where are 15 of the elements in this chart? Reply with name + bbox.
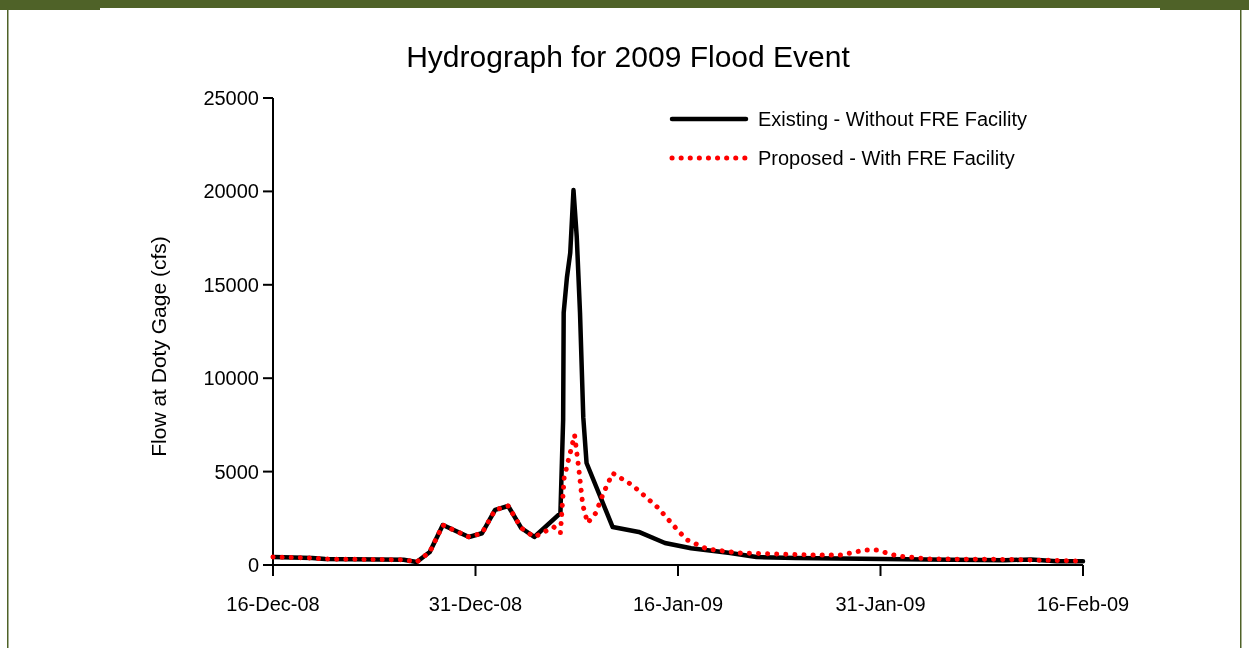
chart-title: Hydrograph for 2009 Flood Event: [406, 40, 851, 73]
y-tick-label: 25000: [203, 87, 259, 109]
x-tick-label: 16-Jan-09: [632, 593, 724, 615]
y-tick-label: 5000: [214, 460, 259, 483]
legend-label: Proposed - With FRE Facility: [758, 147, 1015, 169]
x-tick-label: 31-Dec-08: [428, 593, 523, 615]
y-tick-label: 20000: [203, 180, 259, 203]
x-tick-label: 16-Feb-09: [1036, 593, 1130, 615]
x-tick-label: 31-Jan-09: [835, 593, 926, 615]
x-tick-label: 16-Dec-08: [226, 593, 320, 615]
y-axis-title: Flow at Doty Gage (cfs): [147, 236, 170, 457]
y-tick-label: 0: [247, 554, 259, 576]
y-tick-label: 15000: [203, 273, 259, 296]
legend-label: Existing - Without FRE Facility: [758, 108, 1027, 130]
y-tick-label: 10000: [203, 367, 259, 390]
